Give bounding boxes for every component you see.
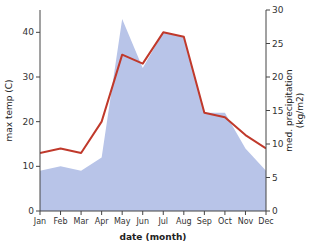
y2-tick-label: 20 <box>272 72 284 82</box>
y2-axis-label-line: med. precipitation <box>284 69 294 151</box>
x-tick <box>163 211 164 215</box>
x-tick-label: May <box>114 217 131 226</box>
x-tick-label: Feb <box>53 217 67 226</box>
y2-tick-label: 5 <box>272 173 278 183</box>
x-tick <box>81 211 82 215</box>
y-tick <box>36 211 40 212</box>
y-tick-label: 40 <box>23 27 35 37</box>
y-tick-label: 0 <box>28 206 34 216</box>
y-tick-label: 10 <box>23 161 35 171</box>
x-tick-label: Jul <box>157 217 168 226</box>
x-axis-line <box>40 211 266 212</box>
y-tick <box>36 121 40 122</box>
x-tick-label: Dec <box>258 217 273 226</box>
x-tick <box>101 211 102 215</box>
x-tick <box>204 211 205 215</box>
y2-tick <box>266 211 270 212</box>
temperature-line <box>40 32 266 153</box>
axes: 0 10 20 30 40 0 5 10 15 20 25 30 Jan Feb Mar Apr May Jun J… <box>23 5 284 226</box>
marks <box>40 19 266 211</box>
x-tick <box>224 211 225 215</box>
x-tick-label: Aug <box>176 217 192 226</box>
y2-tick <box>266 110 270 111</box>
x-tick-label: Jun <box>135 217 149 226</box>
y-axis-label: max temp (C) <box>4 79 14 141</box>
y-tick <box>36 166 40 167</box>
y2-tick <box>266 10 270 11</box>
y2-tick <box>266 177 270 178</box>
x-tick-label: Apr <box>95 217 110 226</box>
x-axis-label: date (month) <box>120 232 187 242</box>
y-axis-line <box>40 10 41 211</box>
chart: 0 10 20 30 40 0 5 10 15 20 25 30 Jan Feb Mar Apr May Jun J… <box>0 0 318 247</box>
y-tick <box>36 32 40 33</box>
y2-axis-label-line: (kg/m2) <box>295 93 305 128</box>
x-tick <box>60 211 61 215</box>
y-tick-label: 20 <box>23 117 35 127</box>
x-tick-label: Nov <box>238 217 254 226</box>
x-tick-label: Jan <box>33 217 46 226</box>
y2-tick-label: 30 <box>272 5 284 15</box>
x-tick-label: Sep <box>197 217 212 226</box>
x-tick <box>183 211 184 215</box>
x-tick-label: Mar <box>74 217 90 226</box>
x-tick <box>266 211 267 215</box>
precipitation-area <box>40 19 266 211</box>
y2-tick <box>266 77 270 78</box>
x-tick-label: Oct <box>218 217 232 226</box>
x-tick <box>40 211 41 215</box>
y2-axis-label: med. precipitation(kg/m2) <box>284 69 305 151</box>
y2-tick-label: 10 <box>272 139 284 149</box>
y2-tick <box>266 144 270 145</box>
y-tick <box>36 77 40 78</box>
y2-tick-label: 25 <box>272 39 283 49</box>
y2-tick-label: 15 <box>272 106 283 116</box>
x-tick <box>245 211 246 215</box>
x-tick <box>142 211 143 215</box>
y2-tick <box>266 43 270 44</box>
y-tick-label: 30 <box>23 72 35 82</box>
x-tick <box>122 211 123 215</box>
y2-tick-label: 0 <box>272 206 278 216</box>
